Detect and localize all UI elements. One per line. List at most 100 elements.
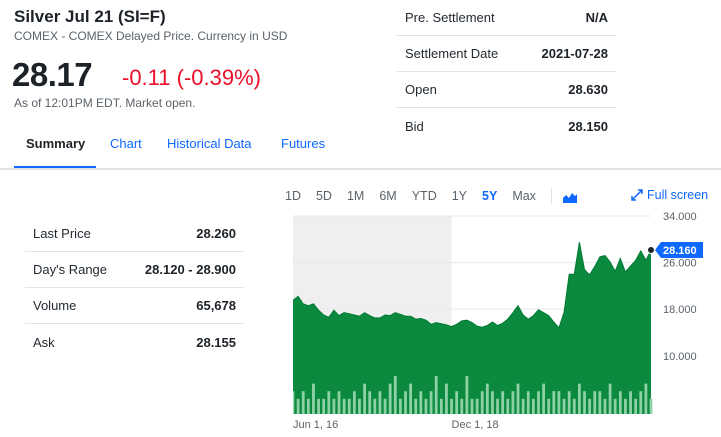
- volume-bar: [301, 391, 305, 414]
- stat-label: Open: [405, 82, 437, 97]
- volume-bar: [342, 398, 346, 414]
- mountain-chart-icon[interactable]: [562, 190, 577, 203]
- volume-bar: [542, 383, 545, 414]
- volume-bar: [399, 398, 402, 414]
- volume-bar: [388, 383, 392, 414]
- stat-label: Day's Range: [33, 262, 108, 277]
- volume-bar: [618, 391, 622, 414]
- stat-label: Bid: [405, 118, 424, 134]
- stat-row-days-range: Day's Range 28.120 - 28.900: [25, 252, 244, 288]
- expand-arrow-icon: [631, 189, 643, 201]
- stat-row-pre-settlement: Pre. Settlement N/A: [397, 0, 616, 36]
- volume-bar: [363, 383, 366, 414]
- range-max[interactable]: Max: [512, 189, 536, 203]
- volume-bar: [634, 398, 638, 414]
- fullscreen-label: Full screen: [647, 188, 709, 202]
- stat-value: 28.155: [196, 334, 236, 350]
- volume-bar: [496, 398, 499, 414]
- stat-value: 28.150: [568, 118, 608, 134]
- tabs-divider: [0, 168, 721, 170]
- volume-bar: [352, 391, 356, 414]
- price-tag-shape: [655, 242, 703, 259]
- range-1d[interactable]: 1D: [285, 189, 301, 203]
- volume-bar: [629, 391, 632, 414]
- volume-bar: [419, 391, 423, 414]
- range-ytd[interactable]: YTD: [411, 189, 437, 203]
- tab-futures[interactable]: Futures: [281, 136, 326, 151]
- quote-stats-left: Last Price 28.260 Day's Range 28.120 - 2…: [25, 216, 244, 360]
- volume-bar: [460, 398, 464, 414]
- volume-bar: [409, 383, 413, 414]
- stat-value: 2021-07-28: [541, 46, 609, 61]
- tab-chart[interactable]: Chart: [110, 136, 142, 151]
- as-of-timestamp: As of 12:01PM EDT. Market open.: [14, 96, 196, 110]
- quote-nav-tabs: Summary Chart Historical Data Futures: [0, 126, 721, 170]
- volume-bar: [593, 391, 597, 414]
- y-tick-label: 34.000: [663, 211, 697, 223]
- active-tab-indicator: [14, 166, 96, 169]
- symbol-title: Silver Jul 21 (SI=F): [14, 7, 166, 26]
- volume-bar: [347, 398, 351, 414]
- volume-bar: [557, 391, 561, 414]
- stat-label: Ask: [33, 334, 55, 350]
- range-1m[interactable]: 1M: [346, 189, 365, 203]
- volume-bar: [358, 398, 361, 414]
- stat-value: N/A: [585, 10, 608, 25]
- stat-label: Pre. Settlement: [405, 10, 495, 25]
- volume-bar: [567, 391, 571, 414]
- volume-bar: [649, 398, 653, 414]
- stat-value: 65,678: [196, 298, 236, 313]
- volume-bar: [485, 383, 489, 414]
- x-tick-label: Dec 1, 18: [452, 419, 499, 431]
- volume-bar: [296, 398, 300, 414]
- volume-bar: [531, 398, 535, 414]
- volume-bar: [598, 391, 602, 414]
- stat-row-open: Open 28.630: [397, 72, 616, 108]
- volume-bar: [506, 398, 510, 414]
- current-price-tag: 28.160: [647, 242, 703, 259]
- volume-bar: [439, 398, 443, 414]
- stat-value: 28.630: [568, 82, 608, 97]
- volume-bar: [332, 398, 336, 414]
- volume-bar: [424, 398, 428, 414]
- tab-summary[interactable]: Summary: [26, 136, 86, 151]
- volume-bar: [608, 383, 612, 414]
- volume-bar: [639, 391, 643, 414]
- volume-bar: [445, 383, 448, 414]
- volume-bar: [450, 398, 453, 414]
- stat-value: 28.260: [196, 226, 236, 241]
- volume-bar: [455, 391, 459, 414]
- volume-bar: [562, 398, 566, 414]
- range-6m[interactable]: 6M: [379, 189, 397, 203]
- price-chart[interactable]: 34.000 26.000 18.000 10.000 Jun 1, 16 Dec 1,…: [293, 208, 721, 437]
- volume-bar: [317, 398, 320, 414]
- y-tick-label: 10.000: [663, 351, 697, 363]
- volume-bar: [393, 376, 397, 414]
- volume-bar: [578, 383, 581, 414]
- stat-row-last-price: Last Price 28.260: [25, 216, 244, 252]
- volume-bar: [383, 398, 387, 414]
- range-5d[interactable]: 5D: [315, 189, 332, 203]
- y-axis-ticks: 34.000 26.000 18.000 10.000: [663, 211, 697, 363]
- stat-row-ask: Ask 28.155: [25, 324, 244, 360]
- exchange-subtitle: COMEX - COMEX Delayed Price. Currency in…: [14, 29, 288, 43]
- y-tick-label: 26.000: [663, 258, 697, 270]
- volume-bar: [368, 391, 372, 414]
- volume-bar: [624, 398, 627, 414]
- tab-historical-data[interactable]: Historical Data: [167, 136, 252, 151]
- price-tag-label: 28.160: [663, 245, 697, 257]
- price-change: -0.11 (-0.39%): [122, 65, 261, 90]
- fullscreen-button[interactable]: Full screen: [631, 188, 708, 202]
- range-1y[interactable]: 1Y: [451, 189, 468, 203]
- volume-bar: [312, 383, 315, 414]
- volume-bar: [511, 391, 515, 414]
- chart-range-selector: 1D 5D 1M 6M YTD 1Y 5Y Max: [285, 186, 577, 206]
- range-divider: [550, 188, 552, 204]
- volume-bar: [404, 391, 407, 414]
- volume-bar: [327, 391, 331, 414]
- volume-bar: [429, 391, 433, 414]
- price-area: [293, 242, 651, 414]
- stat-row-settlement-date: Settlement Date 2021-07-28: [397, 36, 616, 72]
- range-5y[interactable]: 5Y: [482, 189, 498, 203]
- x-tick-label: Jun 1, 16: [293, 419, 338, 431]
